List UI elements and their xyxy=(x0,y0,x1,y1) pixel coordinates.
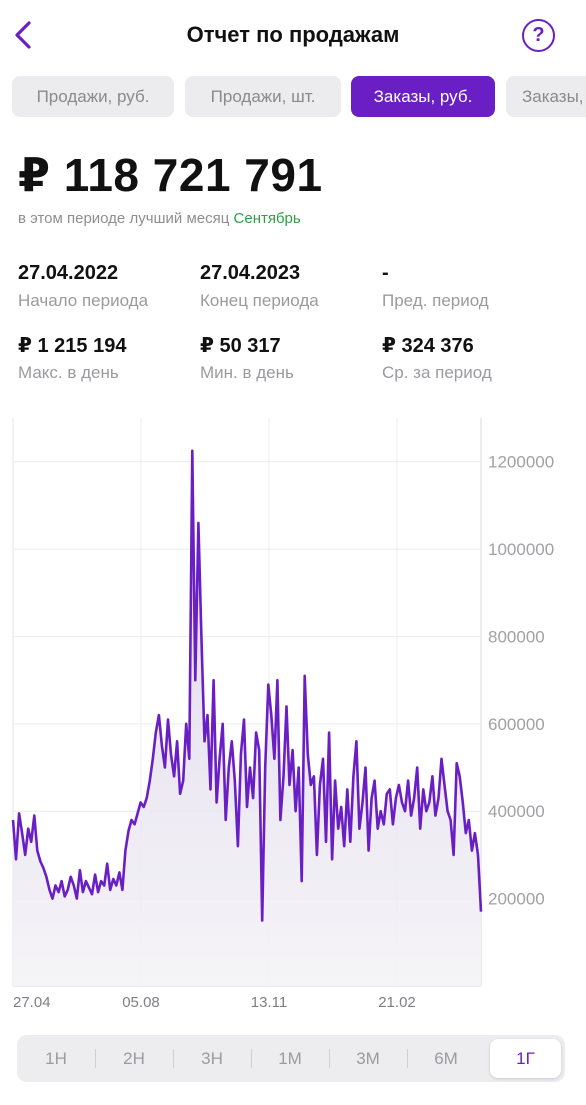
series-area xyxy=(13,450,481,986)
x-tick-label: 21.02 xyxy=(378,994,416,1011)
range-1m-button[interactable]: 1М xyxy=(278,1048,302,1068)
range-3m-button[interactable]: 3М xyxy=(356,1048,380,1068)
header: Отчет по продажам ? xyxy=(0,0,586,72)
range-divider xyxy=(251,1049,252,1068)
max-per-day-value: ₽ 1 215 194 xyxy=(18,335,127,357)
back-button[interactable] xyxy=(8,16,38,54)
y-tick-label: 1200000 xyxy=(488,453,554,472)
best-month-note: в этом периоде лучший месяц Сентябрь xyxy=(18,210,301,227)
y-tick-label: 200000 xyxy=(488,890,545,909)
y-tick-label: 600000 xyxy=(488,715,545,734)
tab-sales-rub[interactable]: Продажи, руб. xyxy=(12,76,174,117)
range-6m-button[interactable]: 6М xyxy=(434,1048,458,1068)
range-1w-button[interactable]: 1Н xyxy=(45,1048,67,1068)
avg-per-period-label: Ср. за период xyxy=(382,363,492,382)
help-button[interactable]: ? xyxy=(522,19,555,52)
question-icon: ? xyxy=(532,24,545,46)
x-tick-label: 27.04 xyxy=(13,994,51,1011)
best-month-value: Сентябрь xyxy=(233,210,301,227)
page-title: Отчет по продажам xyxy=(186,22,400,47)
min-per-day-value: ₽ 50 317 xyxy=(200,335,281,357)
range-divider xyxy=(407,1049,408,1068)
total-amount: ₽ 118 721 791 xyxy=(18,149,323,201)
prev-period-value: - xyxy=(382,262,389,284)
tab-orders-rub[interactable]: Заказы, руб. xyxy=(351,76,495,117)
y-tick-label: 400000 xyxy=(488,802,545,821)
range-divider xyxy=(173,1049,174,1068)
metric-tabs: Продажи, руб. Продажи, шт. Заказы, руб. … xyxy=(0,76,586,118)
y-tick-label: 800000 xyxy=(488,627,545,646)
range-divider xyxy=(95,1049,96,1068)
time-range-selector: 1Н 2Н 3Н 1М 3М 6М 1Г xyxy=(17,1035,565,1082)
period-end-value: 27.04.2023 xyxy=(200,262,301,284)
period-start-label: Начало периода xyxy=(18,291,149,310)
chevron-left-icon xyxy=(15,21,31,49)
range-divider xyxy=(329,1049,330,1068)
tab-orders-pcs[interactable]: Заказы, шт. xyxy=(506,76,586,117)
range-1y-button[interactable]: 1Г xyxy=(490,1039,561,1078)
period-start-value: 27.04.2022 xyxy=(18,262,119,284)
orders-chart[interactable]: 200000 400000 600000 800000 1000000 1200000 27… xyxy=(0,418,586,1018)
y-tick-label: 1000000 xyxy=(488,540,554,559)
min-per-day-label: Мин. в день xyxy=(200,363,294,382)
range-3w-button[interactable]: 3Н xyxy=(201,1048,223,1068)
x-tick-label: 13.11 xyxy=(251,994,287,1011)
best-month-prefix: в этом периоде лучший месяц xyxy=(18,210,230,227)
period-end-label: Конец периода xyxy=(200,291,319,310)
max-per-day-label: Макс. в день xyxy=(18,363,119,382)
tab-sales-pcs[interactable]: Продажи, шт. xyxy=(185,76,341,117)
avg-per-period-value: ₽ 324 376 xyxy=(382,335,474,357)
x-tick-label: 05.08 xyxy=(122,994,160,1011)
range-2w-button[interactable]: 2Н xyxy=(123,1048,145,1068)
series-line xyxy=(11,449,483,922)
prev-period-label: Пред. период xyxy=(382,291,489,310)
